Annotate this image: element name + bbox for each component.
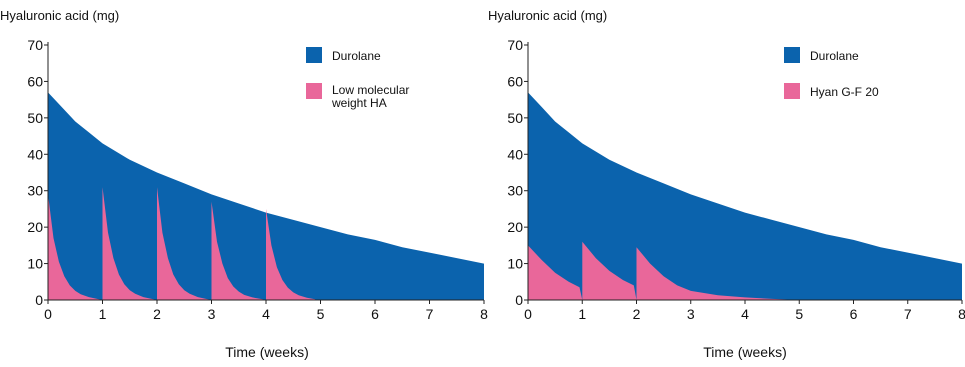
x-tick-label: 4: [262, 306, 270, 322]
legend-label-hyan-gf20: Hyan G-F 20: [810, 85, 879, 99]
x-tick-label: 4: [741, 306, 749, 322]
x-tick-label: 7: [904, 306, 912, 322]
y-tick-label: 10: [27, 256, 43, 272]
x-tick-label: 5: [795, 306, 803, 322]
x-tick-label: 5: [317, 306, 325, 322]
y-tick-label: 70: [27, 37, 43, 53]
x-axis-title: Time (weeks): [703, 344, 787, 360]
legend-swatch-durolane: [306, 47, 322, 63]
x-tick-label: 2: [633, 306, 641, 322]
y-tick-label: 30: [27, 183, 43, 199]
y-tick-label: 60: [27, 73, 43, 89]
chart-panel-left: Hyaluronic acid (mg) Time (weeks) Durola…: [0, 8, 488, 360]
legend-label-durolane: Durolane: [332, 49, 381, 63]
legend-swatch-hyan-gf20: [784, 83, 800, 99]
legend-label-line: weight HA: [331, 96, 387, 110]
x-tick-label: 1: [578, 306, 586, 322]
x-tick-label: 8: [958, 306, 965, 322]
y-tick-label: 50: [507, 110, 523, 126]
x-tick-label: 3: [208, 306, 216, 322]
y-tick-label: 20: [27, 219, 43, 235]
x-tick-label: 2: [153, 306, 161, 322]
y-tick-label: 20: [507, 219, 523, 235]
chart-panel-right: Hyaluronic acid (mg) Time (weeks) Durola…: [488, 8, 965, 360]
legend-label-durolane: Durolane: [810, 49, 859, 63]
y-tick-label: 70: [507, 37, 523, 53]
y-tick-label: 40: [507, 146, 523, 162]
y-tick-label: 30: [507, 183, 523, 199]
legend-label-line: Low molecular: [332, 83, 409, 97]
y-tick-label: 50: [27, 110, 43, 126]
x-tick-label: 0: [524, 306, 532, 322]
x-tick-label: 7: [426, 306, 434, 322]
y-tick-label: 0: [35, 292, 43, 308]
series-area-comparator: [528, 241, 800, 300]
x-tick-label: 6: [371, 306, 379, 322]
y-tick-label: 10: [507, 256, 523, 272]
legend-swatch-durolane: [784, 47, 800, 63]
y-axis-title: Hyaluronic acid (mg): [0, 8, 119, 23]
x-tick-label: 0: [44, 306, 52, 322]
y-tick-label: 40: [27, 146, 43, 162]
x-tick-label: 6: [850, 306, 858, 322]
series-area-comparator: [48, 187, 316, 300]
y-tick-label: 60: [507, 73, 523, 89]
x-axis-title: Time (weeks): [225, 344, 309, 360]
y-axis-title: Hyaluronic acid (mg): [488, 8, 607, 23]
x-tick-label: 1: [99, 306, 107, 322]
legend-label-low-mw-ha: Low molecular weight HA: [331, 83, 409, 110]
legend-swatch-low-mw-ha: [306, 83, 322, 99]
y-tick-label: 0: [515, 292, 523, 308]
x-tick-label: 3: [687, 306, 695, 322]
x-tick-label: 8: [480, 306, 488, 322]
